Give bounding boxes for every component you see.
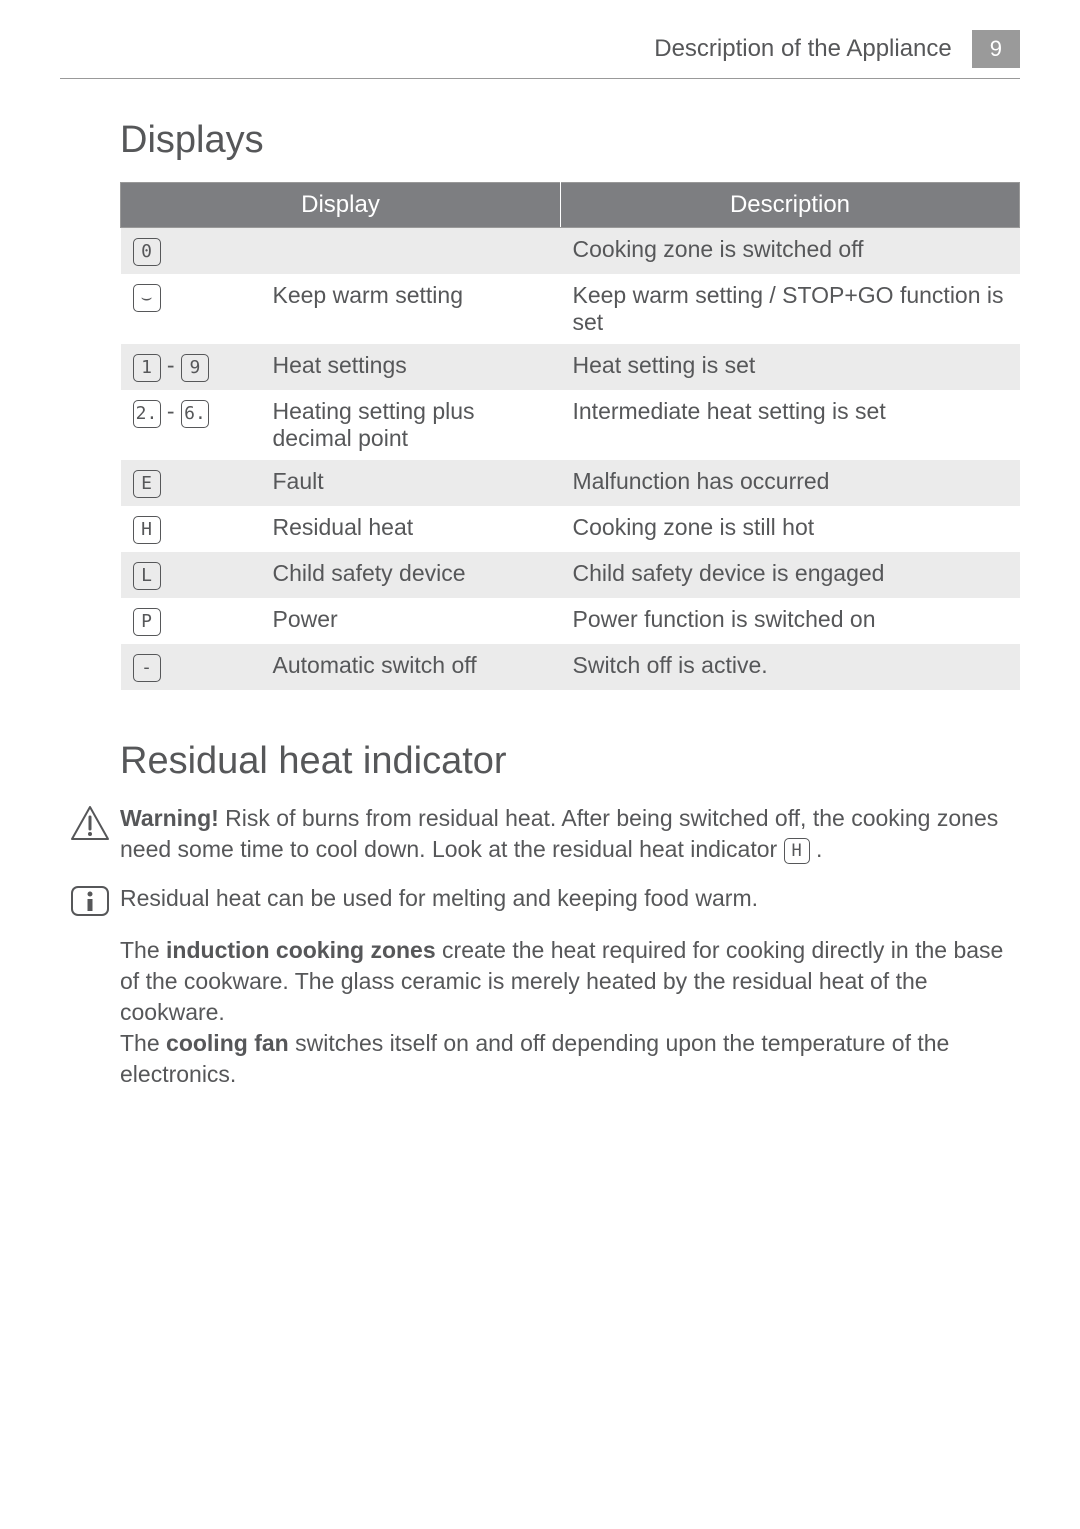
table-row: - Automatic switch offSwitch off is activ… [121,644,1020,690]
warning-end: . [810,836,823,862]
page-number: 9 [972,30,1020,68]
display-symbol: L [133,562,161,590]
table-row: L Child safety deviceChild safety device … [121,552,1020,598]
para-cooling-fan: The cooling fan switches itself on and o… [120,1028,1020,1090]
display-symbol: H [133,516,161,544]
info-text: Residual heat can be used for melting an… [120,883,1020,914]
symbol-cell: 2. - 6. [121,390,261,460]
warning-icon [69,805,111,841]
display-symbol: 9 [181,354,209,382]
description-cell: Intermediate heat setting is set [561,390,1020,460]
para2-bold: cooling fan [166,1030,289,1056]
info-icon [70,885,110,917]
display-label: Heating setting plus decimal point [261,390,561,460]
display-symbol: 1 [133,354,161,382]
display-label: Keep warm setting [261,274,561,344]
description-cell: Power function is switched on [561,598,1020,644]
description-cell: Heat setting is set [561,344,1020,390]
residual-title: Residual heat indicator [120,740,1020,783]
table-row: 2. - 6.Heating setting plus decimal poin… [121,390,1020,460]
table-row: ⌣ Keep warm settingKeep warm setting / ST… [121,274,1020,344]
table-row: H Residual heatCooking zone is still hot [121,506,1020,552]
col-description: Description [561,183,1020,228]
table-row: 1 - 9Heat settingsHeat setting is set [121,344,1020,390]
symbol-cell: 1 - 9 [121,344,261,390]
symbol-cell: - [121,644,261,690]
display-symbol: E [133,470,161,498]
display-symbol: P [133,608,161,636]
display-symbol: 0 [133,238,161,266]
display-symbol: 6. [181,400,209,428]
display-symbol: 2. [133,400,161,428]
description-cell: Cooking zone is switched off [561,228,1020,275]
display-symbol: - [133,654,161,682]
display-label [261,228,561,275]
description-cell: Child safety device is engaged [561,552,1020,598]
symbol-cell: ⌣ [121,274,261,344]
table-row: 0 Cooking zone is switched off [121,228,1020,275]
header-section-name: Description of the Appliance [654,35,952,63]
symbol-cell: P [121,598,261,644]
warning-text: Warning! Risk of burns from residual hea… [120,803,1020,865]
symbol-cell: H [121,506,261,552]
displays-table-container: Display Description 0 Cooking zone is swi… [120,182,1020,690]
para1-bold: induction cooking zones [166,937,436,963]
display-label: Residual heat [261,506,561,552]
displays-title: Displays [120,119,1020,162]
description-cell: Malfunction has occurred [561,460,1020,506]
table-row: P PowerPower function is switched on [121,598,1020,644]
display-symbol: ⌣ [133,284,161,312]
warning-label: Warning! [120,805,219,831]
display-label: Child safety device [261,552,561,598]
para1-prefix: The [120,937,166,963]
description-cell: Cooking zone is still hot [561,506,1020,552]
display-label: Power [261,598,561,644]
inline-symbol-h: H [784,838,810,864]
symbol-cell: E [121,460,261,506]
description-cell: Switch off is active. [561,644,1020,690]
display-label: Heat settings [261,344,561,390]
display-label: Fault [261,460,561,506]
description-cell: Keep warm setting / STOP+GO function is … [561,274,1020,344]
warning-body: Risk of burns from residual heat. After … [120,805,998,862]
col-display: Display [121,183,561,228]
symbol-cell: 0 [121,228,261,275]
display-label: Automatic switch off [261,644,561,690]
table-row: E FaultMalfunction has occurred [121,460,1020,506]
para-induction: The induction cooking zones create the h… [120,935,1020,1028]
page-header: Description of the Appliance 9 [60,0,1020,79]
displays-table: Display Description 0 Cooking zone is swi… [120,182,1020,690]
symbol-cell: L [121,552,261,598]
para2-prefix: The [120,1030,166,1056]
